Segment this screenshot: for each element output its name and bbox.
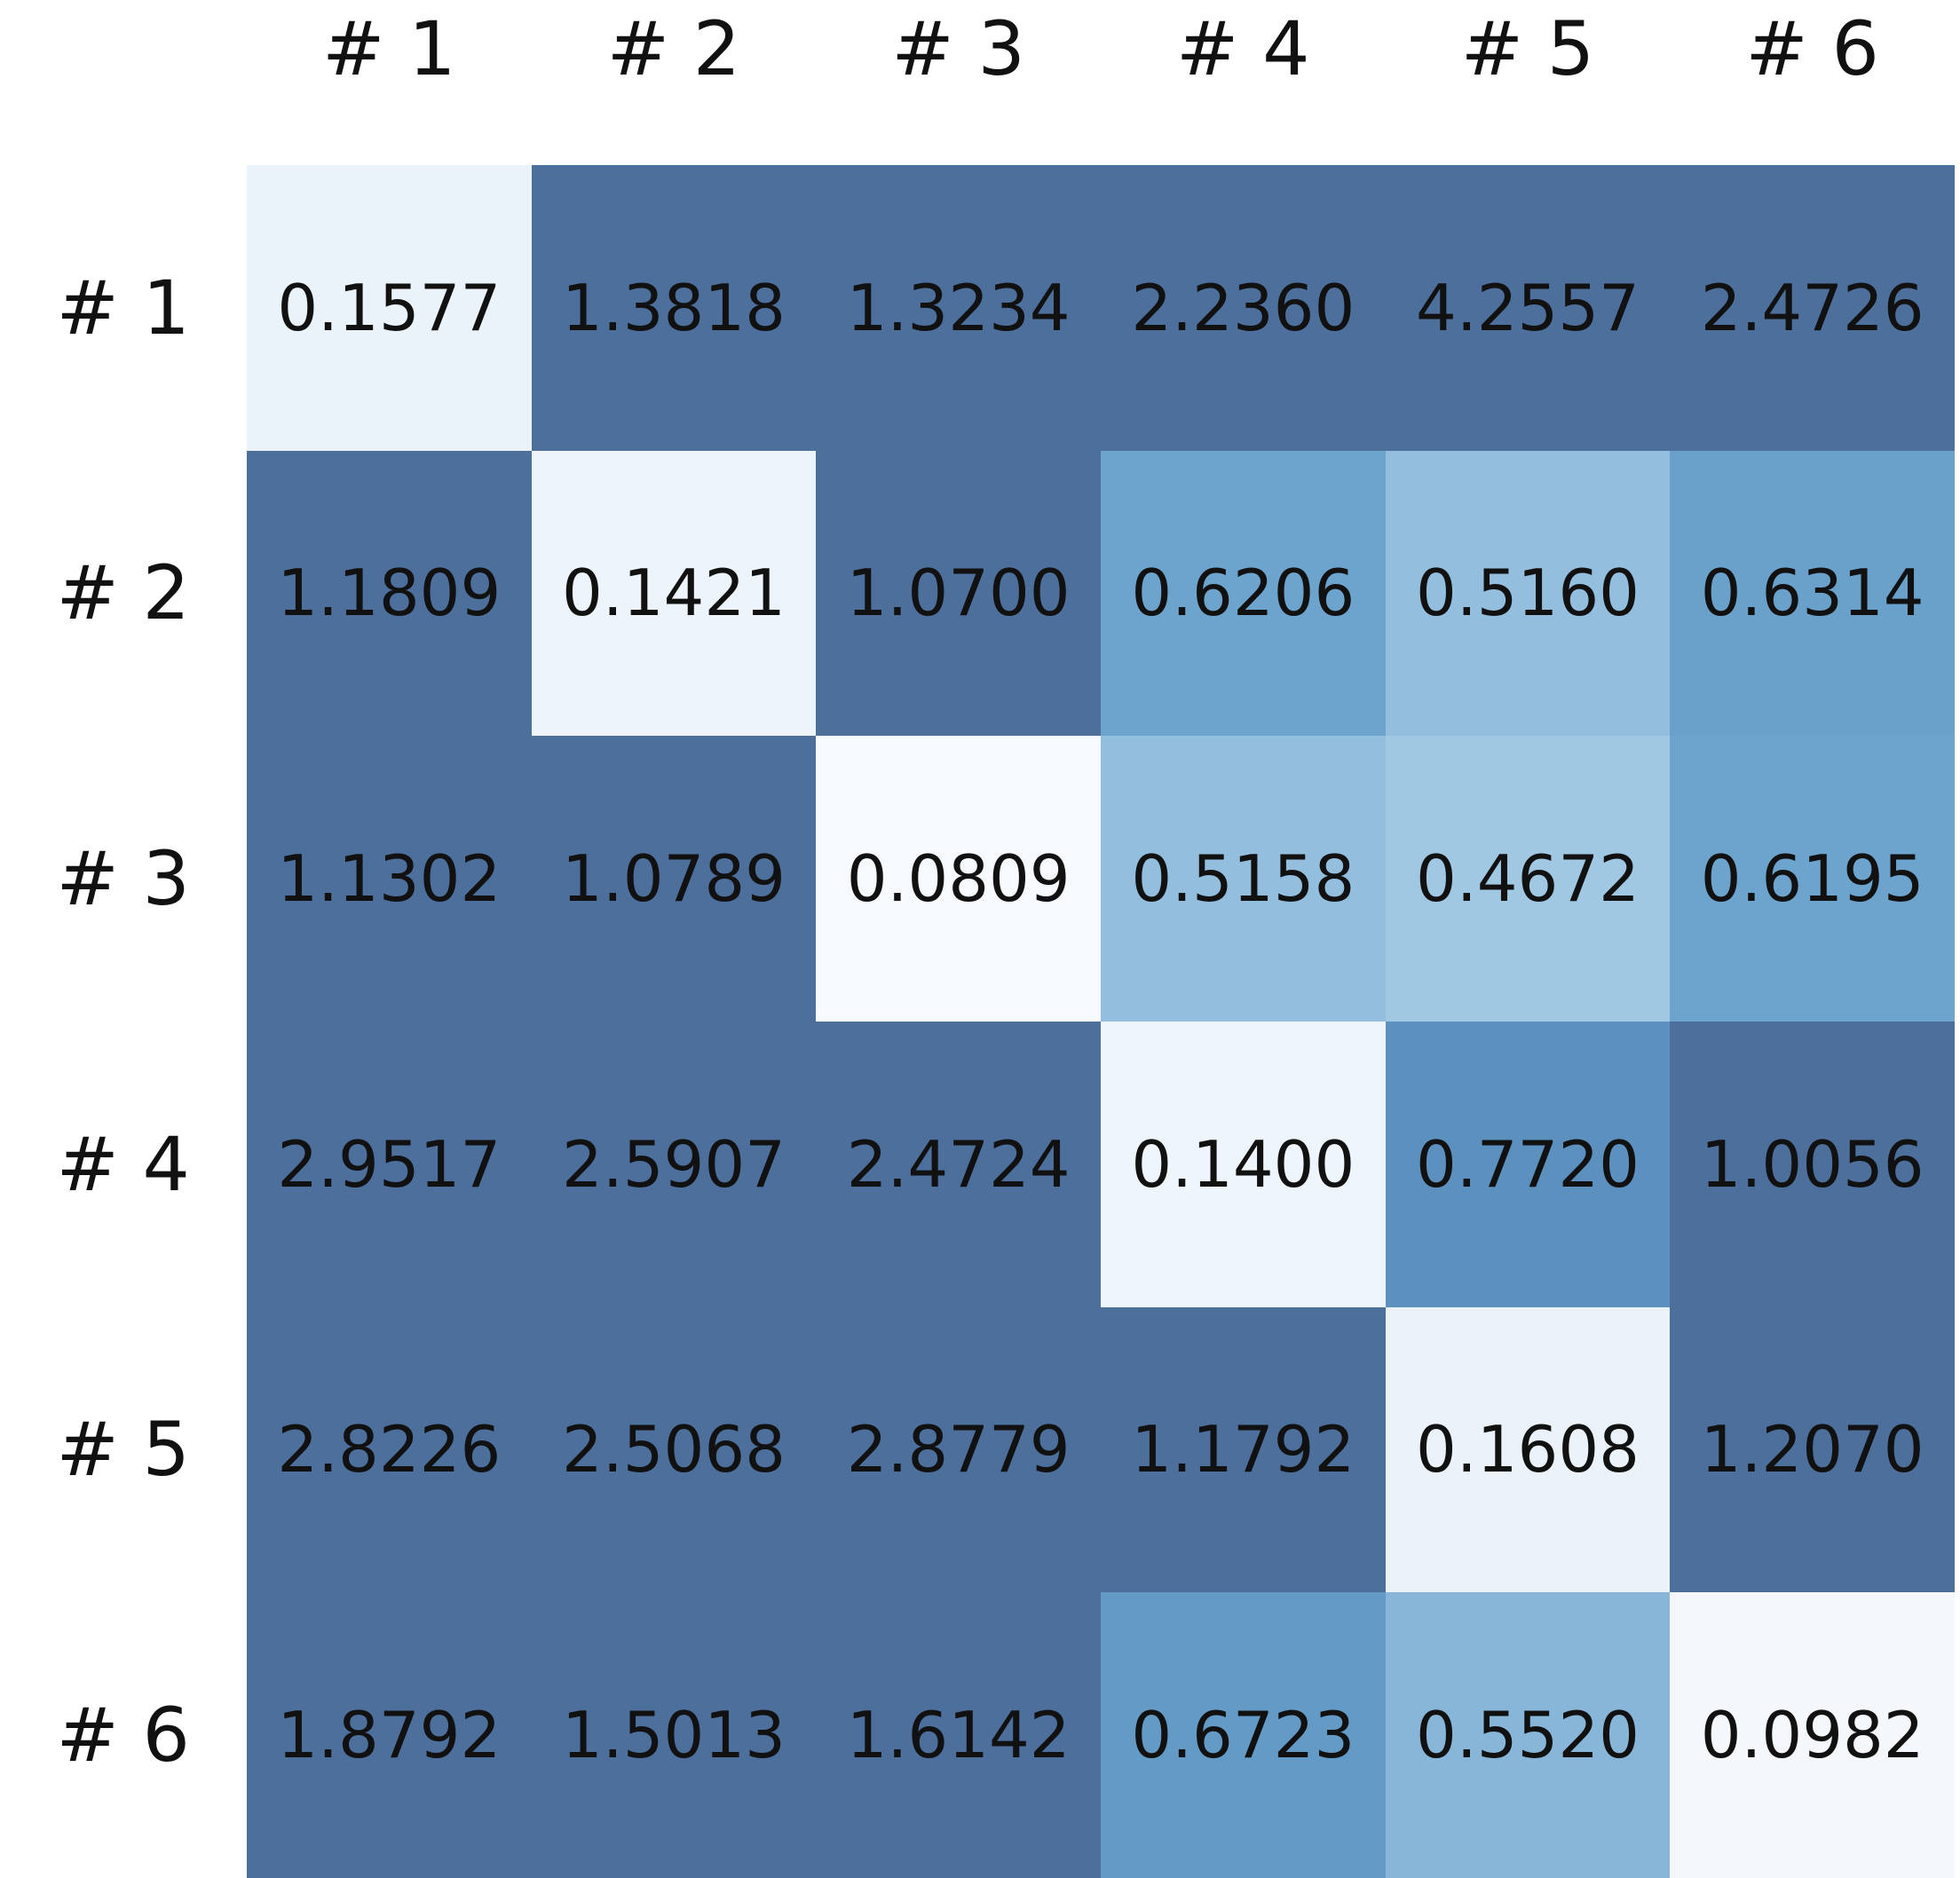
heatmap-cell: 2.4726 bbox=[1670, 165, 1955, 451]
heatmap-cell: 1.1809 bbox=[247, 450, 532, 737]
heatmap-grid: 0.1577 1.3818 1.3234 2.2360 4.2557 2.4726 1.18… bbox=[247, 165, 1955, 1878]
heatmap-cell: 1.0056 bbox=[1670, 1021, 1955, 1307]
row-label: # 3 bbox=[56, 835, 190, 923]
heatmap-cell: 2.5068 bbox=[531, 1306, 817, 1593]
heatmap-cell: 2.5907 bbox=[531, 1021, 817, 1307]
heatmap-cell: 0.1608 bbox=[1385, 1306, 1671, 1593]
heatmap-cell: 2.9517 bbox=[247, 1021, 532, 1307]
column-header-row: # 1 # 2 # 3 # 4 # 5 # 6 bbox=[247, 0, 1955, 98]
heatmap-cell: 0.1421 bbox=[531, 450, 817, 737]
heatmap-cell: 0.7720 bbox=[1385, 1021, 1671, 1307]
row-label: # 6 bbox=[56, 1692, 190, 1779]
heatmap-cell: 0.1577 bbox=[247, 165, 532, 451]
row-label: # 4 bbox=[56, 1120, 190, 1208]
heatmap-cell: 0.6314 bbox=[1670, 450, 1955, 737]
heatmap-cell: 0.6206 bbox=[1100, 450, 1386, 737]
heatmap-cell: 1.1792 bbox=[1100, 1306, 1386, 1593]
heatmap-cell: 0.4672 bbox=[1385, 736, 1671, 1022]
row-label: # 1 bbox=[56, 264, 190, 351]
heatmap-cell: 0.5158 bbox=[1100, 736, 1386, 1022]
heatmap-cell: 0.6723 bbox=[1100, 1592, 1386, 1878]
col-label: # 5 bbox=[1460, 5, 1595, 92]
heatmap-cell: 1.0789 bbox=[531, 736, 817, 1022]
heatmap-cell: 1.3818 bbox=[531, 165, 817, 451]
col-label: # 4 bbox=[1176, 5, 1310, 92]
heatmap-cell: 2.4724 bbox=[816, 1021, 1101, 1307]
heatmap-cell: 0.6195 bbox=[1670, 736, 1955, 1022]
heatmap-cell: 0.5160 bbox=[1385, 450, 1671, 737]
heatmap-cell: 0.1400 bbox=[1100, 1021, 1386, 1307]
heatmap-cell: 1.1302 bbox=[247, 736, 532, 1022]
row-label: # 5 bbox=[56, 1406, 190, 1494]
heatmap-cell: 2.8226 bbox=[247, 1306, 532, 1593]
col-label: # 1 bbox=[322, 5, 456, 92]
heatmap-cell: 0.0982 bbox=[1670, 1592, 1955, 1878]
heatmap-cell: 4.2557 bbox=[1385, 165, 1671, 451]
heatmap-cell: 2.8779 bbox=[816, 1306, 1101, 1593]
heatmap-cell: 0.5520 bbox=[1385, 1592, 1671, 1878]
col-label: # 2 bbox=[606, 5, 741, 92]
heatmap-cell: 0.0809 bbox=[816, 736, 1101, 1022]
heatmap-cell: 1.2070 bbox=[1670, 1306, 1955, 1593]
row-label: # 2 bbox=[56, 549, 190, 637]
heatmap-cell: 1.0700 bbox=[816, 450, 1101, 737]
heatmap-cell: 1.8792 bbox=[247, 1592, 532, 1878]
heatmap-cell: 1.5013 bbox=[531, 1592, 817, 1878]
row-label-column: # 1 # 2 # 3 # 4 # 5 # 6 bbox=[0, 165, 222, 1878]
heatmap-cell: 1.3234 bbox=[816, 165, 1101, 451]
heatmap-cell: 1.6142 bbox=[816, 1592, 1101, 1878]
heatmap-cell: 2.2360 bbox=[1100, 165, 1386, 451]
col-label: # 6 bbox=[1745, 5, 1879, 92]
col-label: # 3 bbox=[891, 5, 1025, 92]
